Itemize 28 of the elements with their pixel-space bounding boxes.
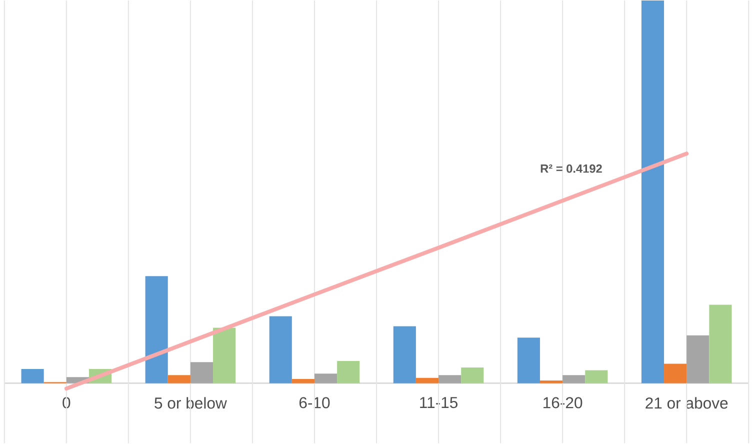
bar	[438, 375, 462, 384]
bar	[337, 361, 360, 384]
bar	[416, 378, 439, 384]
bar	[664, 364, 687, 384]
bar	[686, 335, 710, 384]
bar	[585, 370, 608, 384]
annotation: R² = 0.4192	[540, 164, 602, 173]
bar	[709, 304, 732, 384]
bar	[292, 379, 314, 384]
bar	[540, 380, 563, 384]
x-tick-label: 0	[62, 397, 70, 408]
bar	[269, 316, 292, 384]
x-tick-label: 5 or below	[154, 397, 227, 409]
x-tick-label: 11-15	[420, 397, 458, 408]
bar	[393, 326, 416, 384]
bar	[517, 338, 540, 384]
bar	[190, 362, 214, 384]
bar	[21, 369, 44, 384]
x-tick-label: 16-20	[544, 397, 582, 408]
x-tick-label: 6-10	[299, 397, 330, 408]
bar	[213, 328, 236, 384]
x-tick-label: 21 or above	[646, 397, 728, 409]
bar	[145, 276, 168, 384]
bar	[461, 368, 484, 384]
bar	[562, 375, 586, 384]
bar	[641, 0, 664, 384]
bar	[314, 374, 338, 384]
bar	[168, 375, 190, 384]
